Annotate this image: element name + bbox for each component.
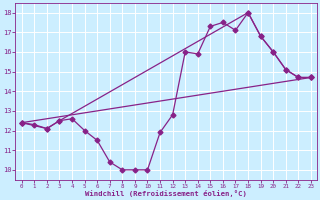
X-axis label: Windchill (Refroidissement éolien,°C): Windchill (Refroidissement éolien,°C) [85,190,247,197]
